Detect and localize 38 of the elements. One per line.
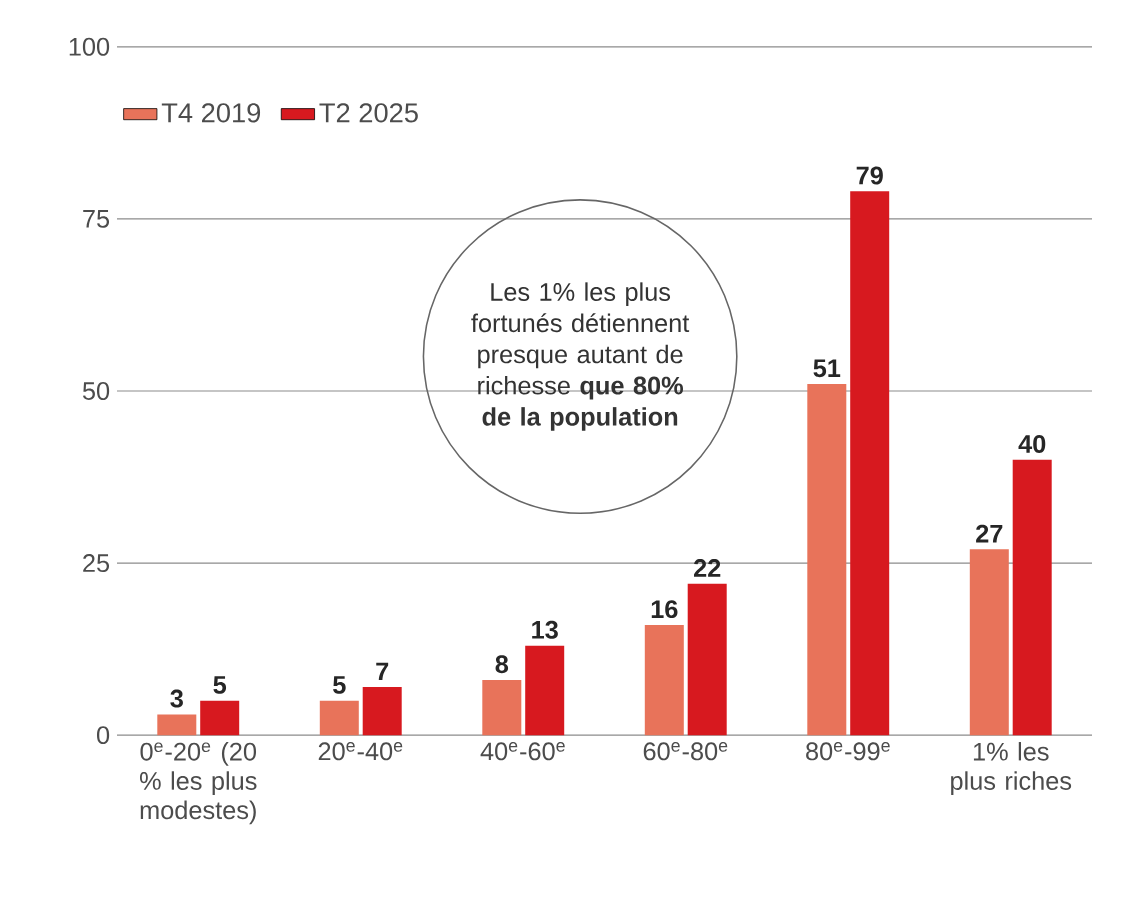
legend-label: T4 2019 xyxy=(161,103,261,123)
x-tick-label: 80$^{e}$-99$^{e}$ xyxy=(806,742,890,761)
annotation: Les 1% les plus fortunés détiennent presque autant de richesse que 80% de la population xyxy=(471,282,690,431)
data-label: 51 xyxy=(813,359,841,378)
y-tick-label: 0 xyxy=(97,726,110,745)
y-tick-label: 100 xyxy=(69,38,110,56)
bar xyxy=(157,714,197,736)
data-label: 13 xyxy=(532,621,558,639)
bar xyxy=(644,625,684,736)
data-label: 5 xyxy=(213,676,227,695)
x-tick-label: 60$^{e}$-80$^{e}$ xyxy=(643,742,728,761)
bar xyxy=(969,549,1009,736)
x-tick-label: 1% les plus riches xyxy=(951,742,1072,796)
bar xyxy=(807,384,847,736)
bar xyxy=(525,645,565,736)
bar xyxy=(850,191,890,736)
data-label: 3 xyxy=(170,689,183,708)
bar xyxy=(319,700,359,736)
bar xyxy=(482,680,522,736)
bar xyxy=(200,700,240,736)
data-label: 7 xyxy=(376,662,389,681)
bar xyxy=(362,687,402,736)
data-label: 8 xyxy=(495,655,509,674)
data-label: 40 xyxy=(1018,435,1046,454)
x-tick-label: 20$^{e}$-40$^{e}$ xyxy=(318,742,403,761)
data-label: 27 xyxy=(976,524,1003,543)
x-tick-label: 0$^{e}$-20$^{e}$ (20 % les plus modestes) xyxy=(140,742,257,825)
bar xyxy=(687,583,727,736)
y-tick-label: 50 xyxy=(82,382,110,401)
data-label: 22 xyxy=(693,559,721,578)
data-label: 16 xyxy=(651,600,678,619)
y-tick-label: 25 xyxy=(83,554,110,573)
data-label: 5 xyxy=(333,676,346,695)
bar xyxy=(1012,460,1052,736)
legend-label: T2 2025 xyxy=(319,103,418,123)
data-label: 79 xyxy=(856,166,883,185)
y-tick-label: 75 xyxy=(83,210,110,228)
x-tick-label: 40$^{e}$-60$^{e}$ xyxy=(480,742,565,761)
